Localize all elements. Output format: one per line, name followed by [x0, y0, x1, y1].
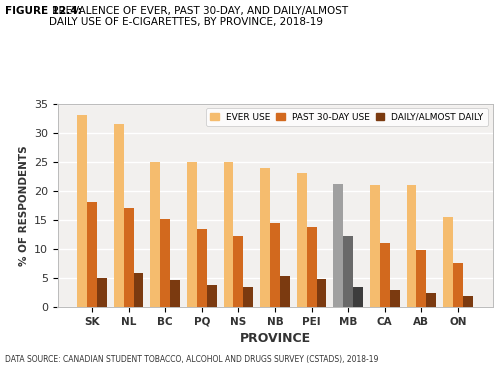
Bar: [124, 208, 134, 307]
Bar: [280, 276, 290, 307]
Bar: [114, 124, 124, 307]
Bar: [390, 290, 400, 307]
Bar: [170, 280, 180, 307]
Bar: [207, 285, 216, 307]
Bar: [97, 278, 107, 307]
Bar: [234, 236, 243, 307]
Bar: [443, 217, 453, 307]
Bar: [224, 162, 234, 307]
Bar: [87, 202, 97, 307]
Text: PREVALENCE OF EVER, PAST 30-DAY, AND DAILY/ALMOST
DAILY USE OF E-CIGARETTES, BY : PREVALENCE OF EVER, PAST 30-DAY, AND DAI…: [49, 6, 348, 27]
X-axis label: PROVINCE: PROVINCE: [240, 332, 310, 345]
Text: FIGURE 12.4:: FIGURE 12.4:: [5, 6, 82, 16]
Bar: [463, 296, 472, 307]
Bar: [78, 115, 87, 307]
Bar: [134, 273, 143, 307]
Bar: [416, 250, 426, 307]
Bar: [297, 174, 306, 307]
Bar: [197, 229, 207, 307]
Bar: [306, 228, 316, 307]
Bar: [380, 243, 390, 307]
Bar: [453, 263, 463, 307]
Bar: [426, 293, 436, 307]
Bar: [353, 287, 363, 307]
Bar: [150, 162, 160, 307]
Legend: EVER USE, PAST 30-DAY USE, DAILY/ALMOST DAILY: EVER USE, PAST 30-DAY USE, DAILY/ALMOST …: [206, 108, 488, 126]
Bar: [316, 279, 326, 307]
Bar: [406, 185, 416, 307]
Bar: [244, 287, 253, 307]
Bar: [260, 168, 270, 307]
Bar: [334, 184, 343, 307]
Text: DATA SOURCE: CANADIAN STUDENT TOBACCO, ALCOHOL AND DRUGS SURVEY (CSTADS), 2018-1: DATA SOURCE: CANADIAN STUDENT TOBACCO, A…: [5, 356, 378, 364]
Bar: [343, 236, 353, 307]
Bar: [187, 162, 197, 307]
Bar: [370, 185, 380, 307]
Bar: [270, 223, 280, 307]
Bar: [160, 219, 170, 307]
Y-axis label: % OF RESPONDENTS: % OF RESPONDENTS: [20, 145, 30, 266]
